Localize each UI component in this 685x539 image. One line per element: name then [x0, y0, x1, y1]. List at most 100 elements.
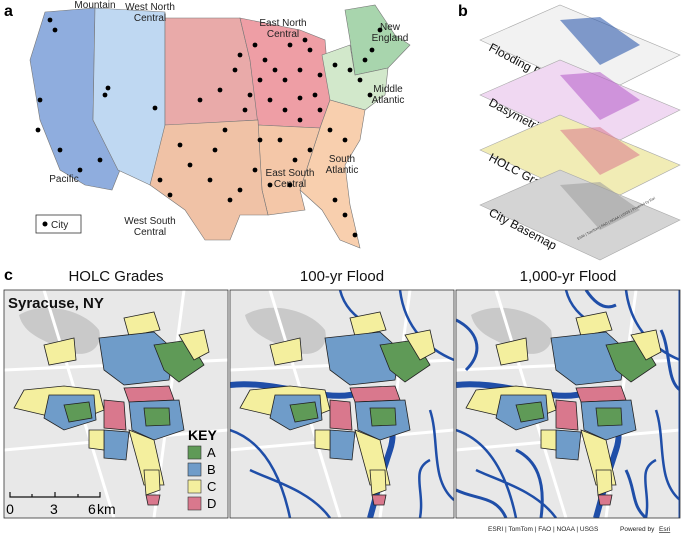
- layer: [479, 169, 681, 261]
- city-dot: [37, 97, 43, 103]
- city-dot: [317, 72, 323, 78]
- city-dot: [307, 47, 313, 53]
- city-dot: [342, 137, 348, 143]
- key-title: KEY: [188, 427, 217, 443]
- powered-by: Powered by: [620, 526, 655, 533]
- region-label: Middle Atlantic: [372, 84, 405, 106]
- city-dot: [362, 57, 368, 63]
- region: [344, 4, 411, 76]
- city-dot: [237, 52, 243, 58]
- city-dot: [252, 167, 258, 173]
- key-label: B: [207, 462, 216, 477]
- city-dot: [352, 232, 358, 238]
- layer-detail: [560, 72, 640, 120]
- map-title: HOLC Grades: [68, 268, 163, 285]
- legend: City: [35, 214, 82, 234]
- city-dot: [187, 162, 193, 168]
- city-maps: HOLC Grades 100-yr Flood 1,000-yr Flood Syr…: [3, 268, 681, 519]
- region-label: Mountain: [74, 0, 115, 11]
- region-label: West North Central: [125, 2, 175, 24]
- layer-detail: [560, 17, 640, 65]
- us-map: Pacific Mountain West North Central East Nor…: [29, 0, 411, 249]
- scale-label: 0: [6, 501, 14, 517]
- city-dot: [242, 107, 248, 113]
- esri-link[interactable]: Esri: [659, 526, 670, 533]
- city-dot: [297, 117, 303, 123]
- map-frame: [3, 289, 229, 519]
- city-dot: [167, 192, 173, 198]
- city-dots: [35, 17, 383, 238]
- city-dot: [52, 27, 58, 33]
- city-dot: [307, 147, 313, 153]
- scale-label: 3: [50, 501, 58, 517]
- city-dot: [302, 37, 308, 43]
- city-dot: [332, 197, 338, 203]
- city-dot: [297, 67, 303, 73]
- city-dot: [227, 197, 233, 203]
- key-swatch: [187, 496, 202, 511]
- map-title: 1,000-yr Flood: [520, 268, 617, 285]
- key-label: A: [207, 445, 216, 460]
- legend-box: [35, 214, 82, 234]
- map: [230, 290, 454, 518]
- panel-label: a: [4, 3, 13, 20]
- key-label: C: [207, 479, 216, 494]
- city-dot: [282, 107, 288, 113]
- city-dot: [272, 67, 278, 73]
- city-dot: [197, 97, 203, 103]
- city-dot: [102, 92, 108, 98]
- city-dot: [157, 177, 163, 183]
- attribution: ESRI | TomTom | FAO | NOAA | USGS: [488, 526, 599, 533]
- legend-dot: [42, 221, 48, 227]
- region-label: South Atlantic: [326, 154, 359, 176]
- city-dot: [207, 177, 213, 183]
- city-dot: [77, 167, 83, 173]
- city-dot: [267, 97, 273, 103]
- city-dot: [262, 57, 268, 63]
- city-dot: [257, 137, 263, 143]
- key-swatch: [187, 445, 202, 460]
- key-label: D: [207, 496, 216, 511]
- city-dot: [232, 67, 238, 73]
- city-dot: [257, 77, 263, 83]
- region-label: New England: [372, 22, 409, 44]
- scale-bar: [9, 492, 101, 498]
- city-dot: [367, 92, 373, 98]
- scale-label: 6: [88, 501, 96, 517]
- city-dot: [267, 182, 273, 188]
- city-dot: [287, 42, 293, 48]
- city-dot: [217, 87, 223, 93]
- city-dot: [297, 95, 303, 101]
- map-title: 100-yr Flood: [300, 268, 384, 285]
- city-dot: [57, 147, 63, 153]
- city-dot: [222, 127, 228, 133]
- panel-label: c: [4, 267, 13, 284]
- city-dot: [97, 157, 103, 163]
- map: [456, 290, 680, 518]
- city-dot: [369, 47, 375, 53]
- region-label: West South Central: [124, 216, 176, 238]
- city-dot: [312, 92, 318, 98]
- region-label: Pacific: [49, 174, 78, 185]
- city-dot: [47, 17, 53, 23]
- city-dot: [177, 142, 183, 148]
- city-dot: [287, 182, 293, 188]
- city-dot: [282, 77, 288, 83]
- city-dot: [35, 127, 41, 133]
- city-dot: [347, 67, 353, 73]
- region-label: East North Central: [259, 18, 306, 40]
- layer-detail: [560, 182, 640, 230]
- city-dot: [332, 62, 338, 68]
- panel-label: b: [458, 3, 468, 20]
- key-swatch: [187, 462, 202, 477]
- city-dot: [212, 147, 218, 153]
- key-swatch: [187, 479, 202, 494]
- city-dot: [152, 105, 158, 111]
- city-dot: [342, 212, 348, 218]
- city-dot: [252, 42, 258, 48]
- map-frame: [229, 289, 455, 519]
- city-dot: [105, 85, 111, 91]
- city-dot: [292, 157, 298, 163]
- layer-detail: [560, 127, 640, 175]
